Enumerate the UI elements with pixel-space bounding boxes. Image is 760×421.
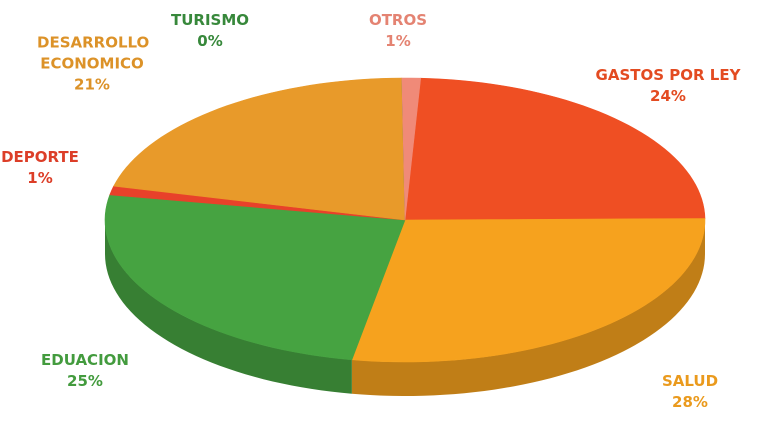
value-label: 0% (197, 32, 223, 50)
value-label: 25% (67, 372, 103, 390)
category-label: OTROS (368, 11, 428, 29)
slice (113, 77, 406, 221)
category-label: DESARROLLO ECONOMICO (37, 33, 150, 73)
slice (351, 218, 706, 363)
data-label: OTROS 1% (323, 10, 473, 52)
data-label: DEPORTE 1% (0, 147, 115, 189)
category-label: SALUD (661, 372, 719, 390)
value-label: 21% (74, 75, 110, 94)
category-label: GASTOS POR LEY (595, 66, 741, 84)
value-label: 24% (650, 87, 686, 105)
slice (104, 194, 406, 361)
data-label: TURISMO 0% (135, 10, 285, 52)
data-label: SALUD 28% (615, 371, 760, 413)
slice-side (105, 220, 352, 394)
value-label: 1% (27, 169, 53, 187)
value-label: 28% (672, 393, 708, 411)
category-label: EDUACION (41, 351, 129, 369)
value-label: 1% (385, 32, 411, 50)
category-label: TURISMO (170, 11, 250, 29)
data-label: DESARROLLO ECONOMICO 21% (37, 33, 150, 96)
slice (401, 77, 422, 221)
slice (404, 77, 706, 221)
data-label: EDUACION 25% (10, 350, 160, 392)
category-label: DEPORTE (1, 148, 79, 166)
data-label: GASTOS POR LEY 24% (593, 65, 743, 107)
slice-side (351, 220, 705, 396)
